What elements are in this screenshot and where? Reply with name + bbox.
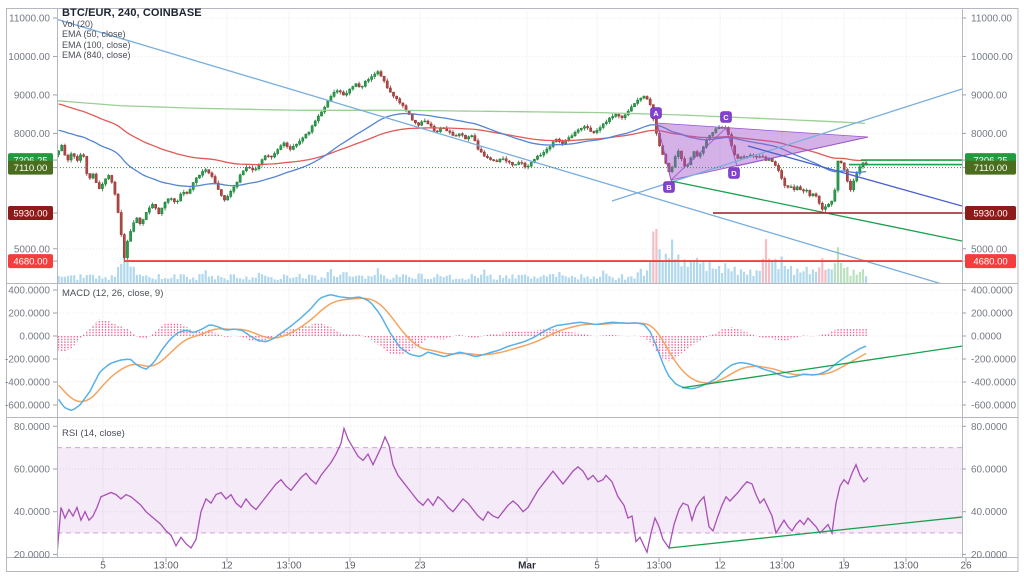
axis-label: C (723, 113, 729, 122)
candlesticks (57, 69, 868, 260)
time-axis-labels[interactable]: 5 13:00 12 13:00 19 23 Mar 5 13:00 12 13:00 19 13:00… (100, 558, 972, 572)
rsi-line[interactable] (57, 426, 869, 555)
price-badge (965, 254, 1016, 269)
axis-label: -200.0000 (5, 355, 50, 366)
macd-indicator[interactable] (57, 294, 962, 412)
axis-label: 10000.00 (971, 52, 1013, 63)
axis-label: 5 (594, 561, 600, 572)
axis-label: 12 (221, 561, 233, 572)
axis-label: 400.0000 (8, 286, 50, 297)
axis-label: 13:00 (153, 561, 178, 572)
main-legend: BTC/EUR, 240, COINBASE Vol (20) EMA (50, … (62, 7, 202, 61)
price-badge (965, 206, 1016, 220)
pattern-point-b-badge[interactable] (663, 181, 675, 193)
axis-label: 11000.00 (971, 14, 1012, 25)
axis-label: 60.0000 (971, 465, 1008, 476)
axis-label: 5 (100, 561, 106, 572)
price-badge (8, 160, 53, 175)
price-axis-labels[interactable]: 11000.00 11000.00 10000.00 10000.00 9000.00 9… (5, 14, 1017, 561)
axis-label: 9000.00 (971, 90, 1008, 101)
axis-label: 0.0000 (19, 332, 50, 343)
pane-separators (6, 8, 1019, 572)
axis-label: 26 (960, 561, 972, 572)
axis-label: 19 (838, 561, 850, 572)
axis-label: 11000.00 (9, 14, 50, 25)
macd-legend[interactable]: MACD (12, 26, close, 9) (62, 288, 164, 299)
rsi-indicator[interactable] (57, 426, 962, 555)
trendline[interactable] (56, 18, 962, 290)
axis-label: 40.0000 (14, 507, 51, 518)
axis-label: 10000.00 (8, 52, 50, 63)
axis-label: 8000.00 (971, 129, 1008, 140)
axis-label: 9000.00 (14, 90, 51, 101)
axis-label: 60.0000 (14, 465, 51, 476)
price-badge (8, 254, 53, 269)
legend-row-volume[interactable]: Vol (20) (62, 19, 94, 29)
axis-label: 400.0000 (971, 286, 1013, 297)
pattern-point-badges[interactable]: A B C D (650, 107, 740, 193)
axis-label: -400.0000 (971, 378, 1016, 389)
ema100-line[interactable] (58, 103, 867, 166)
axis-label: 5930.00 (13, 209, 47, 220)
axis-label: -600.0000 (5, 401, 50, 412)
horizontal-rays[interactable] (57, 159, 962, 262)
axis-label: 7110.00 (974, 163, 1008, 174)
price-badge (8, 206, 53, 220)
volume-bars (57, 228, 868, 283)
axis-label: 13:00 (893, 561, 918, 572)
rsi-band (57, 447, 962, 534)
axis-label: 23 (414, 561, 426, 572)
axis-label: 4680.00 (13, 257, 47, 268)
axis-label: 200.0000 (971, 309, 1013, 320)
axis-label: 13:00 (276, 561, 301, 572)
axis-label: 20.0000 (14, 550, 51, 561)
ema50-line[interactable] (58, 112, 867, 188)
axis-label: -400.0000 (5, 378, 50, 389)
axis-label: -200.0000 (971, 355, 1016, 366)
axis-label: B (666, 183, 672, 192)
price-badge (965, 160, 1016, 175)
legend-row-ema840[interactable]: EMA (840, close) (62, 50, 131, 61)
axis-label: 13:00 (769, 561, 794, 572)
axis-label: 19 (344, 561, 356, 572)
axis-label: 0.0000 (971, 332, 1002, 343)
axis-label: 4680.00 (973, 257, 1007, 268)
axis-label: 80.0000 (971, 422, 1008, 433)
axis-label: 8000.00 (14, 129, 51, 140)
pattern-point-c-badge[interactable] (720, 111, 732, 123)
macd-trendline[interactable] (681, 345, 962, 389)
pattern-point-d-badge[interactable] (728, 167, 740, 179)
trendline[interactable] (747, 145, 962, 207)
axis-label: A (653, 109, 659, 118)
axis-label: 20.0000 (971, 550, 1008, 561)
triangle-pattern-drawing[interactable] (656, 122, 869, 181)
rsi-trendline[interactable] (668, 516, 962, 549)
axis-label: 200.0000 (8, 309, 50, 320)
axis-label: 80.0000 (14, 422, 51, 433)
axis-label: 13:00 (646, 561, 671, 572)
axis-label: 40.0000 (971, 507, 1008, 518)
axis-label: 12 (714, 561, 726, 572)
axis-label: 5930.00 (973, 209, 1007, 220)
legend-row-ema100[interactable]: EMA (100, close) (62, 39, 131, 50)
macd-line[interactable] (57, 294, 867, 412)
rsi-legend[interactable]: RSI (14, close) (62, 428, 125, 439)
trendline[interactable] (670, 180, 962, 242)
axis-label: 5000.00 (14, 244, 51, 255)
axis-label: 7110.00 (14, 163, 48, 174)
axis-label: Mar (518, 561, 536, 572)
axis-label: -600.0000 (971, 401, 1016, 412)
legend-row-ema50[interactable]: EMA (50, close) (62, 29, 126, 40)
pattern-point-a-badge[interactable] (650, 107, 662, 119)
symbol-title[interactable]: BTC/EUR, 240, COINBASE (62, 7, 202, 19)
axis-label: D (731, 169, 737, 178)
axis-label: 5000.00 (971, 244, 1008, 255)
